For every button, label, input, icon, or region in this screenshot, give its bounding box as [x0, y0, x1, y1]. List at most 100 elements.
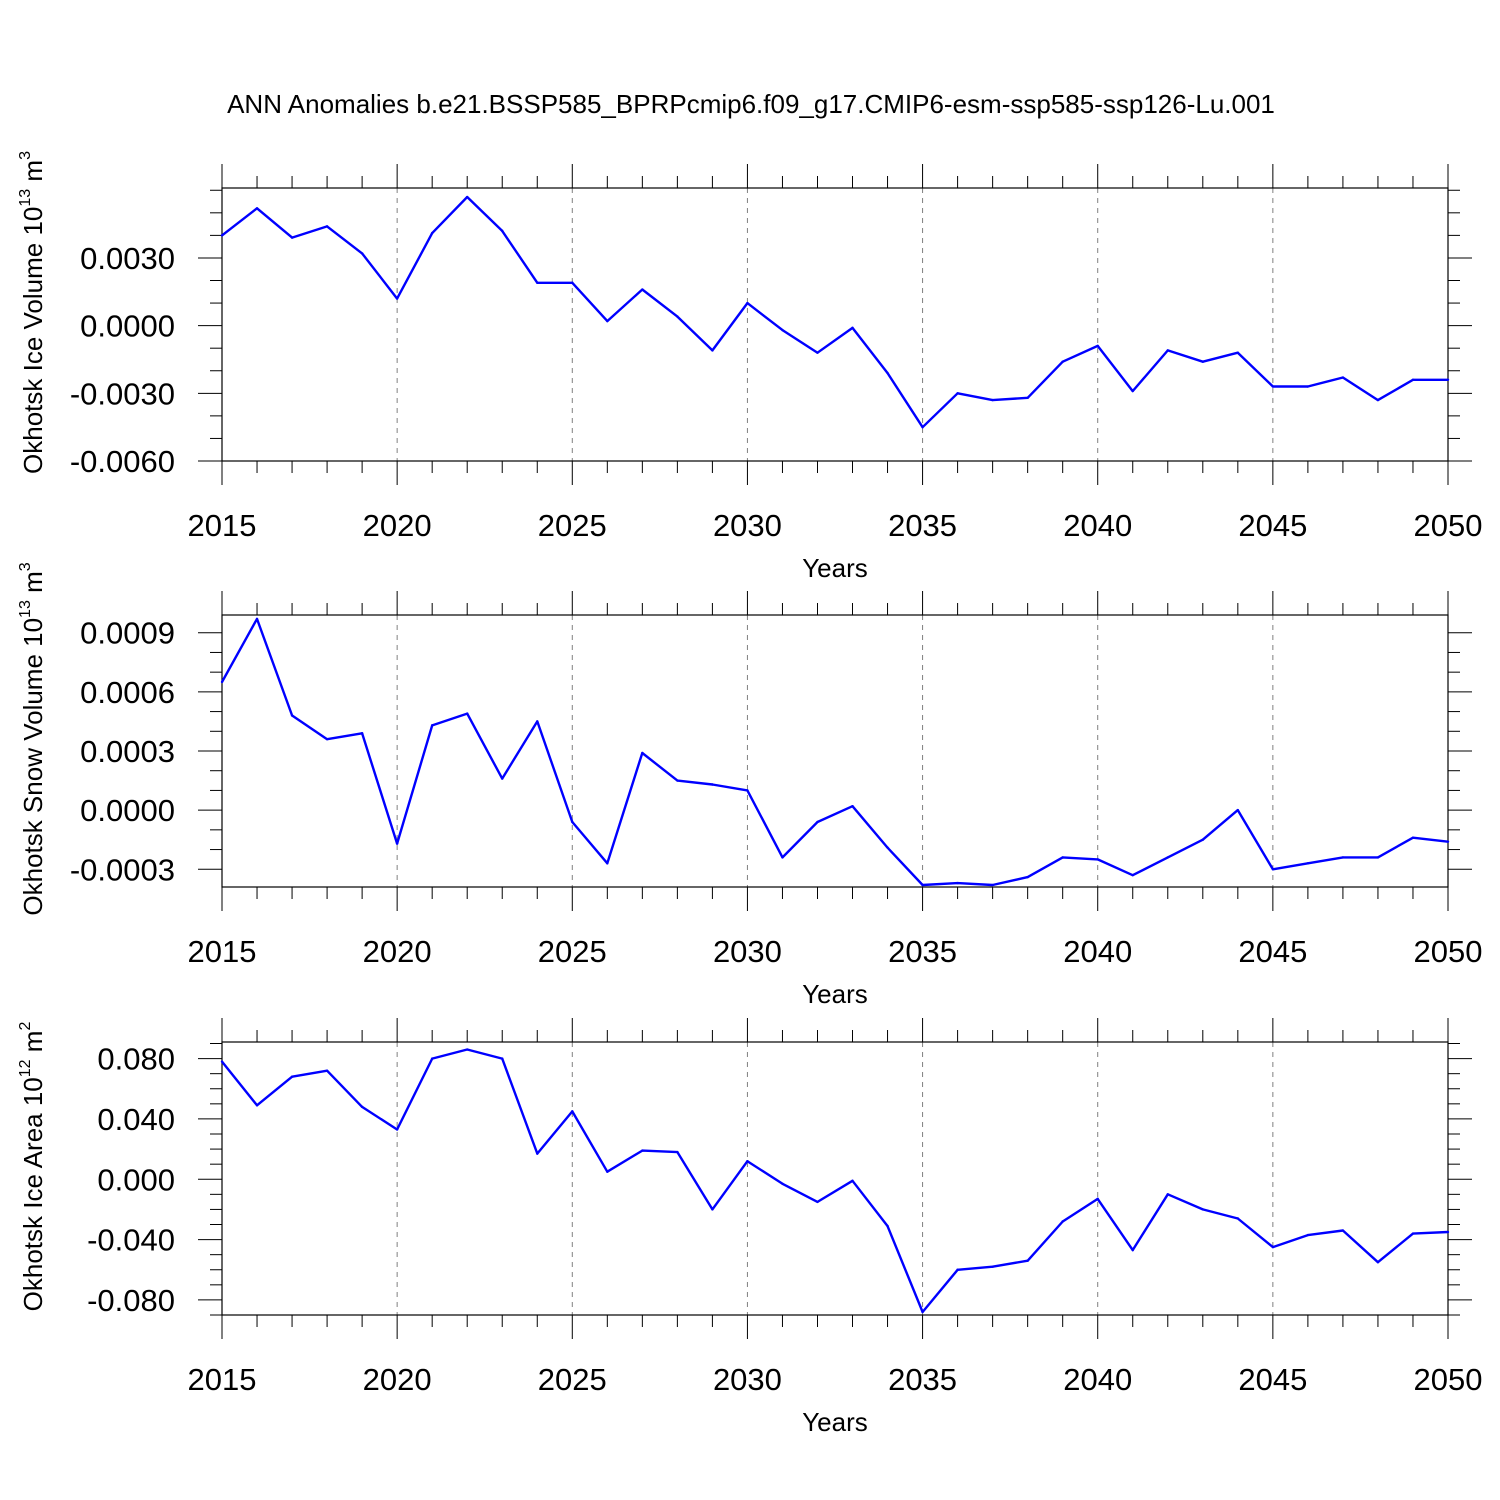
data-point: [851, 326, 854, 330]
y-axis-label: Okhotsk Snow Volume 1013 m3: [17, 562, 48, 915]
data-point: [395, 297, 399, 300]
data-point: [641, 288, 644, 291]
data-point: [991, 883, 994, 887]
x-tick-label: 2035: [888, 1362, 957, 1397]
chart-title: ANN Anomalies b.e21.BSSP585_BPRPcmip6.f0…: [227, 89, 1275, 119]
x-tick-label: 2050: [1414, 508, 1483, 543]
data-point: [1166, 349, 1169, 352]
data-point: [956, 881, 959, 885]
data-point: [571, 281, 574, 284]
data-point: [746, 301, 749, 305]
data-point: [781, 1182, 784, 1185]
data-point: [501, 777, 504, 780]
data-point: [781, 328, 784, 332]
y-tick-label: 0.0009: [80, 616, 175, 651]
x-axis-label: Years: [802, 553, 868, 583]
y-tick-label: 0.000: [97, 1162, 175, 1197]
data-point: [1236, 351, 1240, 354]
y-axis-label: Okhotsk Ice Volume 1013 m3: [17, 151, 48, 474]
data-point: [536, 1152, 539, 1155]
data-point: [1376, 398, 1380, 402]
data-point: [711, 1208, 714, 1211]
y-tick-label: -0.0060: [70, 444, 175, 479]
chart-panels: 0.0030 0.0000 -0.0030 -0.0060 2015 2020 2025 20…: [17, 151, 1482, 1437]
data-point: [606, 319, 609, 323]
data-point: [220, 680, 224, 684]
x-tick-label: 2040: [1063, 1362, 1132, 1397]
data-point: [1061, 360, 1064, 363]
data-point: [430, 1057, 434, 1060]
data-point: [395, 1128, 399, 1131]
y-tick-label: -0.080: [87, 1283, 175, 1318]
y-tick-label: -0.0030: [70, 376, 175, 411]
y-tick-label: 0.080: [97, 1042, 175, 1077]
data-point: [1166, 1193, 1169, 1196]
x-tick-label: 2025: [538, 934, 607, 969]
data-point: [1061, 1220, 1064, 1223]
data-point: [1166, 856, 1169, 859]
data-point: [501, 229, 504, 233]
y-tick-label: 0.0000: [80, 793, 175, 828]
data-point: [255, 1104, 259, 1107]
data-point: [325, 1069, 329, 1072]
data-point: [360, 732, 364, 735]
y-axis-label: Okhotsk Ice Area 1012 m2: [17, 1022, 48, 1312]
data-point: [1306, 862, 1310, 865]
x-tick-label: 2015: [188, 934, 257, 969]
data-point: [1026, 396, 1029, 400]
x-tick-label: 2045: [1238, 1362, 1307, 1397]
data-point: [1026, 875, 1029, 879]
x-tick-label: 2045: [1238, 508, 1307, 543]
data-point: [1201, 1208, 1205, 1211]
data-point: [816, 1200, 819, 1204]
x-tick-label: 2050: [1414, 934, 1483, 969]
x-tick-label: 2030: [713, 508, 782, 543]
data-point: [921, 425, 924, 429]
data-point: [1271, 385, 1275, 388]
data-point: [991, 1265, 994, 1268]
x-tick-label: 2020: [363, 1362, 432, 1397]
data-point: [1411, 1232, 1415, 1235]
y-tick-label: 0.0006: [80, 675, 175, 710]
data-point: [220, 234, 224, 237]
data-point: [536, 720, 539, 723]
chart-panel-1: 0.0030 0.0000 -0.0030 -0.0060 2015 2020 2025 20…: [17, 151, 1482, 583]
y-tick-label: 0.0000: [80, 309, 175, 344]
chart-panel-2: 0.0009 0.0006 0.0003 0.0000 -0.0003 2015 2020 2…: [17, 562, 1482, 1009]
data-point: [1131, 389, 1134, 393]
data-point: [606, 862, 609, 865]
y-tick-label: -0.0003: [70, 852, 175, 887]
data-point: [360, 252, 364, 255]
x-tick-label: 2040: [1063, 934, 1132, 969]
data-point: [360, 1105, 364, 1109]
plot-frame: [221, 1041, 1449, 1316]
data-point: [466, 1048, 469, 1051]
data-point: [1341, 856, 1345, 859]
data-point: [430, 231, 434, 235]
data-point: [1131, 873, 1134, 877]
x-tick-label: 2035: [888, 508, 957, 543]
data-point: [746, 789, 749, 792]
x-tick-label: 2040: [1063, 508, 1132, 543]
x-tick-label: 2020: [363, 508, 432, 543]
x-tick-label: 2030: [713, 934, 782, 969]
data-point: [1306, 1233, 1310, 1237]
data-point: [851, 1179, 854, 1182]
x-tick-label: 2045: [1238, 934, 1307, 969]
data-point: [606, 1170, 609, 1173]
data-point: [676, 315, 679, 318]
data-point: [536, 281, 539, 284]
data-point: [571, 1110, 574, 1113]
data-point: [466, 195, 469, 199]
data-point: [676, 779, 679, 782]
plot-frame: [221, 614, 1449, 888]
y-tick-label: -0.040: [87, 1223, 175, 1258]
data-point: [290, 236, 294, 239]
data-point: [641, 751, 644, 755]
series-line: [220, 617, 1449, 887]
data-point: [1446, 1230, 1450, 1234]
data-point: [956, 392, 959, 395]
data-point: [1446, 378, 1450, 381]
data-point: [1201, 360, 1205, 363]
